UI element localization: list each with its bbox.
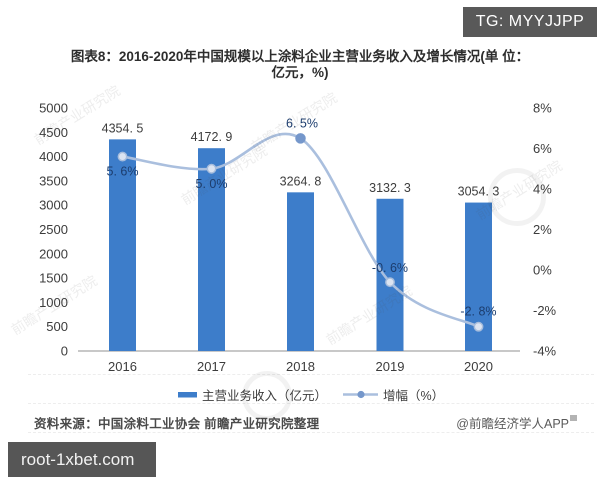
line-marker-2019	[385, 277, 395, 288]
credit-text: @前瞻经济学人APP	[456, 417, 569, 431]
bar-2017	[198, 148, 225, 351]
left-axis-tick-4000: 4000	[39, 149, 68, 164]
legend-bar-label: 主营业务收入（亿元）	[202, 388, 327, 403]
bar-value-label-2016: 4354. 5	[102, 121, 144, 135]
bar-2016	[109, 139, 136, 351]
left-axis-tick-5000: 5000	[39, 101, 68, 116]
right-axis-tick-0: 0%	[533, 263, 552, 278]
x-axis-label-2020: 2020	[464, 359, 493, 374]
right-axis-tick--2: -2%	[533, 303, 557, 318]
tg-watermark-badge: TG: MYYJJPP	[463, 7, 597, 37]
chart-title-line2: 亿元，%)	[271, 65, 329, 80]
growth-label-2019: -0. 6%	[372, 261, 408, 275]
x-axis-label-2018: 2018	[286, 359, 315, 374]
credit-note: @前瞻经济学人APP	[456, 413, 577, 432]
watermark-dash-row	[28, 403, 594, 404]
left-axis-tick-1500: 1500	[39, 271, 68, 286]
line-marker-2018	[295, 133, 306, 144]
x-axis-label-2016: 2016	[108, 359, 137, 374]
left-axis-tick-2000: 2000	[39, 246, 68, 261]
x-axis-label-2019: 2019	[376, 359, 405, 374]
right-axis-tick-4: 4%	[533, 182, 552, 197]
bar-2018	[287, 192, 314, 351]
legend-bar-swatch	[178, 392, 197, 398]
left-axis-tick-3000: 3000	[39, 198, 68, 213]
legend-line-marker	[357, 390, 365, 399]
left-axis-tick-4500: 4500	[39, 125, 68, 140]
line-marker-2017	[206, 163, 217, 174]
left-axis-tick-2500: 2500	[39, 222, 68, 237]
legend-line-label: 增幅（%）	[383, 388, 444, 403]
bar-2019	[376, 198, 404, 351]
line-marker-2016	[117, 151, 128, 162]
bar-value-label-2020: 3054. 3	[458, 185, 500, 199]
source-note: 资料来源：中国涂料工业协会 前瞻产业研究院整理	[34, 417, 320, 431]
growth-label-2017: 5. 0%	[196, 177, 228, 191]
right-axis-tick-2: 2%	[533, 222, 552, 237]
right-axis-tick-8: 8%	[533, 101, 552, 116]
right-axis-tick-6: 6%	[533, 141, 552, 156]
url-watermark-badge: root-1xbet.com	[8, 442, 156, 477]
right-axis-tick--4: -4%	[533, 344, 557, 359]
watermark-dash-row	[28, 374, 594, 375]
line-marker-2020	[473, 321, 484, 332]
left-axis-tick-0: 0	[61, 344, 68, 359]
chart-title-line1: 图表8：2016-2020年中国规模以上涂料企业主营业务收入及增长情况(单 位：	[70, 49, 530, 64]
growth-line	[122, 132, 480, 328]
growth-label-2018: 6. 5%	[286, 116, 318, 130]
left-axis-tick-3500: 3500	[39, 173, 68, 188]
growth-label-2016: 5. 6%	[107, 165, 139, 179]
growth-label-2020: -2. 8%	[460, 305, 496, 319]
watermark-dash-row	[28, 432, 594, 433]
chart-title: 图表8：2016-2020年中国规模以上涂料企业主营业务收入及增长情况(单 位：…	[30, 49, 570, 81]
bar-value-label-2018: 3264. 8	[280, 174, 322, 188]
bar-value-label-2019: 3132. 3	[369, 181, 411, 195]
bar-value-label-2017: 4172. 9	[191, 130, 233, 144]
left-axis-tick-1000: 1000	[39, 295, 68, 310]
left-axis-tick-500: 500	[46, 319, 68, 334]
credit-superscript-square	[570, 415, 577, 421]
x-axis-label-2017: 2017	[197, 359, 226, 374]
